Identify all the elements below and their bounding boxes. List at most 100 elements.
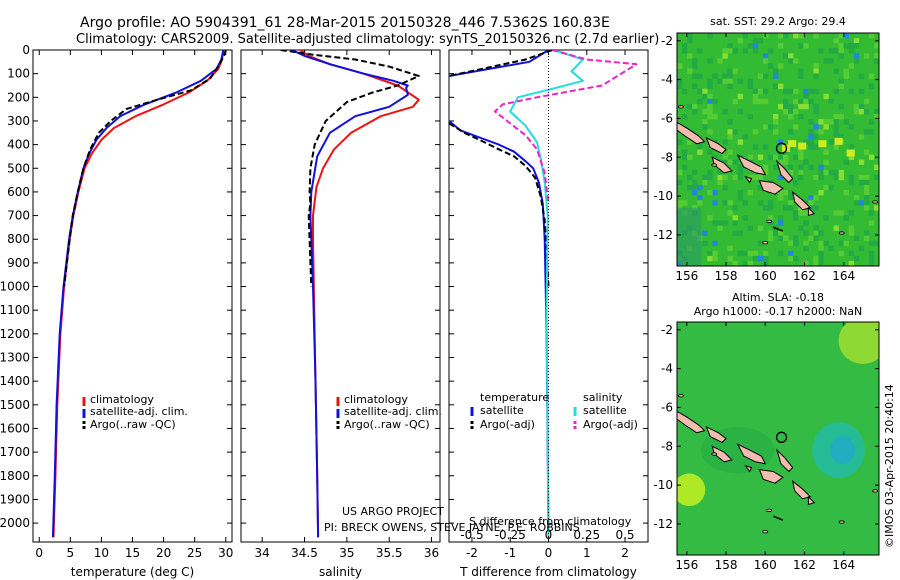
sst-cell — [732, 230, 738, 236]
sst-cell — [833, 210, 839, 216]
sst-cell — [788, 58, 794, 64]
sst-cell — [747, 154, 754, 160]
sst-cell — [813, 260, 819, 266]
sst-cell — [682, 200, 688, 206]
sst-cell — [727, 200, 733, 206]
sst-cell — [863, 149, 870, 155]
x-tick-label: 30 — [218, 546, 233, 560]
sst-cell — [702, 230, 708, 236]
sst-cell — [828, 98, 834, 105]
sst-cell — [712, 114, 718, 120]
sst-cell — [717, 78, 723, 84]
sst-cell — [773, 164, 779, 171]
sst-cell — [813, 235, 819, 241]
sst-cell — [803, 260, 809, 266]
sst-cell — [712, 190, 718, 196]
series-line-climatology — [299, 50, 420, 538]
sst-cell — [702, 93, 708, 100]
x-tick-label: -1 — [504, 546, 516, 560]
sst-cell — [813, 174, 819, 181]
legend-label: Argo(..raw -QC) — [344, 418, 430, 431]
x-tick-label: 2 — [621, 546, 629, 560]
sst-cell — [853, 38, 860, 44]
sst-cell — [813, 103, 819, 110]
sst-cell — [707, 129, 713, 135]
sst-cell — [833, 134, 839, 140]
island — [736, 154, 767, 176]
sst-cell — [677, 169, 683, 176]
sst-cell — [838, 83, 844, 90]
sst-cell — [863, 190, 870, 196]
sst-cell — [687, 38, 693, 44]
sst-cell — [863, 230, 870, 236]
sst-cell — [823, 119, 829, 125]
sst-cell — [762, 58, 769, 64]
sst-cell — [793, 33, 799, 39]
sst-cell — [808, 139, 814, 145]
sst-cell — [778, 154, 784, 160]
sst-cell — [848, 260, 855, 266]
sst-cell — [853, 255, 860, 262]
sst-cell — [722, 73, 728, 79]
sst-cell — [798, 114, 804, 120]
sst-cell — [717, 174, 723, 181]
sst-cell — [712, 255, 718, 262]
sst-cell — [858, 174, 865, 181]
sst-cell — [773, 83, 779, 90]
sst-cell — [682, 164, 688, 171]
sst-cell — [874, 43, 879, 49]
sst-cell — [712, 240, 718, 247]
sst-cell — [788, 240, 794, 247]
sst-cell — [742, 33, 748, 39]
sst-cell — [773, 119, 779, 125]
sst-cell — [863, 235, 870, 241]
sst-cell — [762, 124, 769, 130]
sst-cell — [838, 48, 844, 54]
sst-cell — [773, 73, 779, 79]
sst-cell — [722, 139, 728, 145]
sst-cell — [803, 103, 809, 110]
sst-cell — [808, 98, 814, 105]
sst-cell — [838, 174, 844, 181]
sst-cell — [757, 255, 764, 262]
sst-cell — [732, 174, 738, 181]
sst-cell — [848, 63, 855, 69]
sst-cell — [697, 200, 703, 206]
y-tick-label: -8 — [661, 439, 673, 453]
sst-cell — [798, 154, 804, 160]
x-tick-label: 164 — [832, 269, 855, 283]
sst-cell — [712, 250, 718, 257]
sst-cell — [757, 240, 764, 247]
sst-cell — [874, 114, 879, 120]
sst-cell — [707, 250, 713, 257]
sst-cell — [762, 255, 769, 262]
sst-cell — [868, 33, 875, 39]
x-tick-label: 35.5 — [376, 546, 403, 560]
sst-cell — [702, 124, 708, 130]
sst-cell — [868, 250, 875, 257]
sst-cell — [828, 185, 834, 191]
x-tick-label: 0 — [545, 546, 553, 560]
sst-cell — [737, 78, 743, 84]
sst-cell — [808, 134, 814, 140]
sst-cell — [793, 88, 799, 95]
sst-cell — [778, 103, 784, 110]
sst-cell — [828, 245, 834, 252]
sst-cell — [874, 174, 879, 181]
y-tick-label: 0 — [22, 43, 30, 57]
island — [791, 190, 812, 211]
sst-cell — [868, 129, 875, 135]
sst-cell — [752, 48, 759, 54]
sst-cell — [828, 119, 834, 125]
sst-cell — [858, 88, 865, 95]
sst-cell — [778, 33, 784, 39]
s-tick-label: 0 — [545, 528, 553, 542]
islet — [766, 219, 773, 223]
sst-cell — [762, 250, 769, 257]
sst-cell — [858, 109, 865, 115]
sst-cell — [783, 154, 789, 160]
sst-cell — [823, 149, 829, 155]
sst-cell — [697, 98, 703, 105]
sst-cell — [818, 230, 824, 236]
series-line-satellite — [449, 50, 550, 538]
